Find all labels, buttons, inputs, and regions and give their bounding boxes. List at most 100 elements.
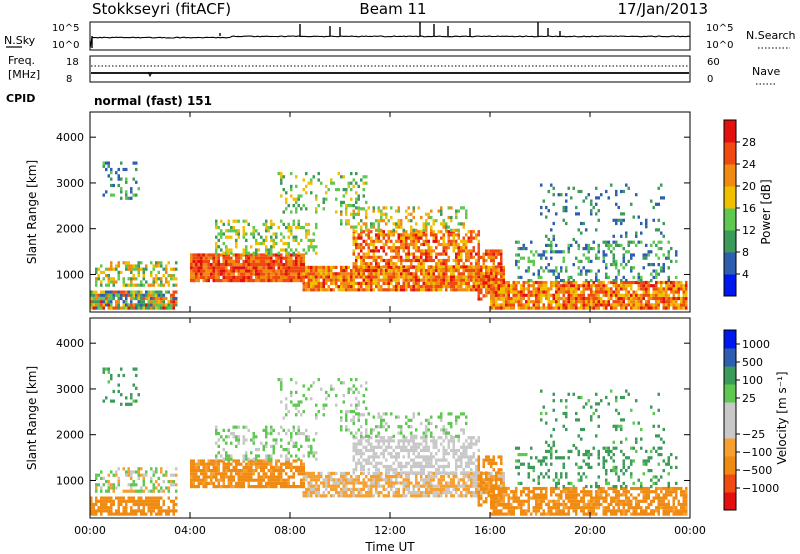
- heatmap-cell: [415, 448, 418, 453]
- heatmap-cell: [667, 250, 670, 254]
- heatmap-cell: [655, 272, 658, 276]
- heatmap-cell: [112, 183, 115, 188]
- heatmap-cell: [365, 215, 368, 220]
- heatmap-cell: [385, 258, 388, 263]
- heatmap-cell: [280, 248, 283, 252]
- heatmap-cell: [417, 206, 420, 210]
- heatmap-cell: [670, 280, 673, 285]
- heatmap-cell: [285, 272, 288, 276]
- heatmap-cell: [522, 293, 525, 297]
- heatmap-cell: [585, 280, 588, 285]
- heatmap-cell: [277, 472, 280, 476]
- heatmap-cell: [220, 435, 223, 439]
- heatmap-cell: [192, 481, 195, 485]
- heatmap-cell: [217, 481, 220, 485]
- heatmap-cell: [620, 243, 623, 247]
- heatmap-cell: [560, 193, 563, 197]
- heatmap-cell: [652, 290, 655, 294]
- heatmap-cell: [362, 494, 365, 498]
- heatmap-cell: [100, 486, 103, 490]
- heatmap-cell: [362, 188, 365, 192]
- heatmap-cell: [430, 252, 433, 256]
- heatmap-cell: [352, 249, 355, 253]
- heatmap-cell: [162, 267, 165, 271]
- heatmap-cell: [460, 285, 463, 289]
- heatmap-cell: [205, 481, 208, 485]
- heatmap-cell: [407, 233, 410, 237]
- heatmap-cell: [135, 489, 138, 493]
- heatmap-cell: [607, 303, 610, 307]
- heatmap-cell: [340, 281, 343, 285]
- heatmap-cell: [322, 197, 325, 201]
- heatmap-cell: [335, 278, 338, 282]
- heatmap-cell: [235, 256, 238, 260]
- heatmap-cell: [435, 468, 438, 472]
- heatmap-cell: [367, 265, 370, 269]
- heatmap-cell: [137, 296, 140, 301]
- heatmap-cell: [340, 219, 343, 223]
- heatmap-cell: [380, 233, 383, 237]
- heatmap-cell: [350, 212, 353, 216]
- heatmap-cell: [282, 175, 285, 179]
- heatmap-cell: [657, 280, 660, 285]
- heatmap-cell: [235, 245, 238, 249]
- heatmap-cell: [392, 272, 395, 276]
- heatmap-cell: [140, 303, 143, 307]
- heatmap-cell: [125, 196, 128, 200]
- heatmap-cell: [292, 465, 295, 469]
- heatmap-cell: [420, 288, 423, 292]
- heatmap-cell: [647, 303, 650, 307]
- heatmap-cell: [407, 212, 410, 216]
- heatmap-cell: [307, 232, 310, 236]
- heatmap-cell: [265, 459, 268, 463]
- heatmap-cell: [297, 279, 300, 283]
- heatmap-cell: [175, 509, 178, 513]
- heatmap-cell: [295, 197, 298, 201]
- heatmap-cell: [427, 288, 430, 292]
- heatmap-cell: [435, 236, 438, 240]
- heatmap-cell: [122, 167, 125, 172]
- heatmap-cell: [160, 290, 163, 294]
- heatmap-cell: [270, 485, 273, 489]
- heatmap-cell: [202, 481, 205, 485]
- heatmap-cell: [127, 512, 130, 516]
- heatmap-cell: [97, 267, 100, 271]
- heatmap-cell: [465, 242, 468, 247]
- heatmap-cell: [167, 280, 170, 284]
- heatmap-cell: [365, 252, 368, 256]
- heatmap-cell: [565, 300, 568, 304]
- heatmap-cell: [662, 293, 665, 297]
- heatmap-cell: [372, 275, 375, 279]
- heatmap-cell: [310, 384, 313, 388]
- heatmap-cell: [140, 489, 143, 493]
- heatmap-cell: [332, 278, 335, 282]
- heatmap-cell: [377, 225, 380, 229]
- heatmap-cell: [562, 209, 565, 213]
- heatmap-cell: [487, 487, 490, 491]
- heatmap-cell: [582, 290, 585, 294]
- heatmap-cell: [102, 306, 105, 310]
- heatmap-cell: [557, 280, 560, 285]
- heatmap-cell: [672, 303, 675, 307]
- heatmap-cell: [222, 481, 225, 485]
- heatmap-cell: [640, 275, 643, 279]
- heatmap-cell: [135, 193, 138, 197]
- heatmap-cell: [487, 275, 490, 279]
- heatmap-cell: [677, 290, 680, 294]
- heatmap-cell: [287, 242, 290, 246]
- heatmap-cell: [247, 251, 250, 255]
- heatmap-cell: [545, 296, 548, 301]
- heatmap-cell: [145, 470, 148, 474]
- heatmap-cell: [437, 285, 440, 289]
- heatmap-cell: [410, 252, 413, 256]
- heatmap-cell: [132, 480, 135, 484]
- heatmap-cell: [390, 215, 393, 220]
- heatmap-cell: [377, 478, 380, 482]
- heatmap-cell: [637, 293, 640, 297]
- heatmap-cell: [152, 277, 155, 281]
- heatmap-cell: [107, 496, 110, 500]
- nave-label: Nave: [752, 65, 780, 78]
- heatmap-cell: [275, 232, 278, 236]
- heatmap-cell: [262, 263, 265, 267]
- heatmap-cell: [652, 218, 655, 222]
